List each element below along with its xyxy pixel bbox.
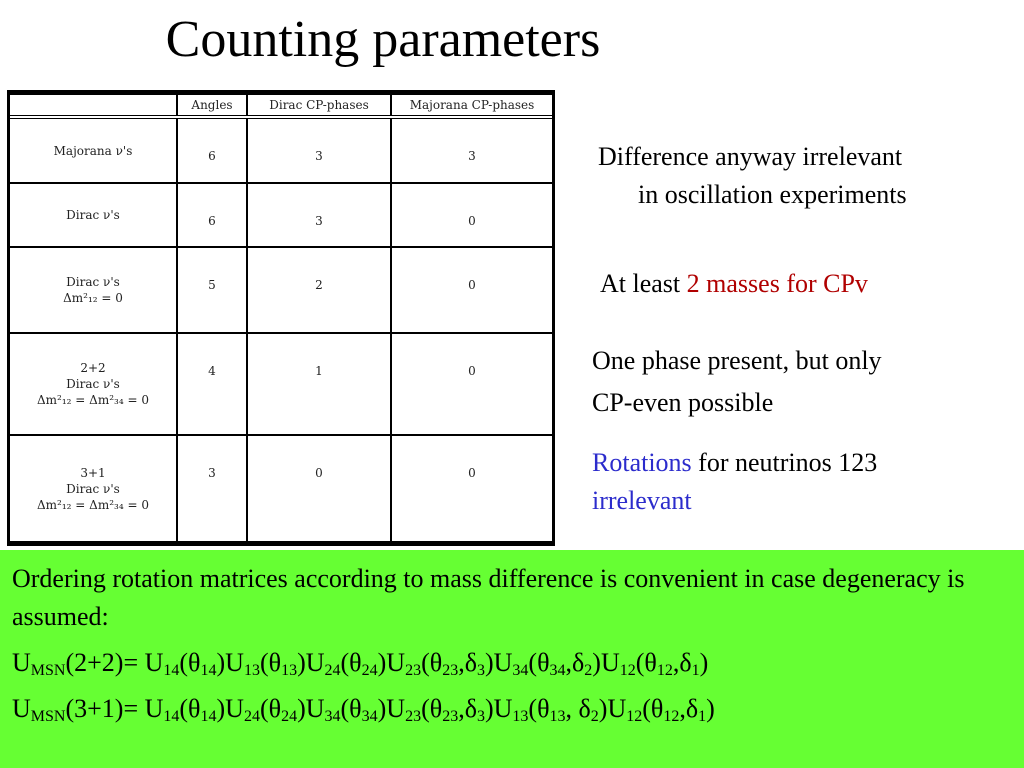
cell-dirac: 1 bbox=[246, 332, 391, 435]
note-at-least-highlight: 2 masses for CPv bbox=[686, 269, 868, 298]
table-row: Dirac ν's Δm²₁₂ = 0 5 2 0 bbox=[10, 246, 552, 333]
equation-3plus1: UMSN(3+1)= U14(θ14)U24(θ24)U34(θ34)U23(θ… bbox=[12, 694, 715, 725]
note-phase: One phase present, but only CP-even poss… bbox=[592, 340, 882, 424]
parameter-table-wrapper: Angles Dirac CP-phases Majorana CP-phase… bbox=[7, 90, 555, 546]
ordering-box: Ordering rotation matrices according to … bbox=[0, 550, 1024, 768]
note-rotations-highlight: Rotations bbox=[592, 448, 692, 477]
row-label-line: Dirac ν's bbox=[66, 275, 120, 289]
row-label-line: Δm²₁₂ = Δm²₃₄ = 0 bbox=[37, 393, 149, 407]
row-label-line: Δm²₁₂ = 0 bbox=[63, 291, 123, 305]
note-difference: Difference anyway irrelevant in oscillat… bbox=[598, 138, 907, 214]
cell-dirac: 2 bbox=[246, 246, 391, 333]
header-angles: Angles bbox=[176, 95, 247, 119]
note-rotations: Rotations for neutrinos 123 irrelevant bbox=[592, 444, 877, 520]
table-header-row: Angles Dirac CP-phases Majorana CP-phase… bbox=[10, 95, 552, 119]
row-label-line: Dirac ν's bbox=[66, 481, 120, 496]
note-at-least-prefix: At least bbox=[600, 269, 687, 298]
cell-angles: 6 bbox=[176, 116, 247, 183]
cell-majorana: 0 bbox=[390, 182, 552, 247]
table-row: Dirac ν's 6 3 0 bbox=[10, 182, 552, 247]
cell-angles: 6 bbox=[176, 182, 247, 247]
equation-2plus2: UMSN(2+2)= U14(θ14)U13(θ13)U24(θ24)U23(θ… bbox=[12, 648, 709, 679]
note-at-least: At least 2 masses for CPv bbox=[600, 265, 868, 303]
cell-majorana: 3 bbox=[390, 116, 552, 183]
cell-dirac: 3 bbox=[246, 182, 391, 247]
row-label: Dirac ν's Δm²₁₂ = 0 bbox=[10, 246, 177, 333]
header-dirac: Dirac CP-phases bbox=[246, 95, 391, 119]
note-rotations-rest: for neutrinos 123 bbox=[691, 448, 878, 477]
cell-majorana: 0 bbox=[390, 434, 552, 541]
row-label: 2+2 Dirac ν's Δm²₁₂ = Δm²₃₄ = 0 bbox=[10, 332, 177, 435]
cell-dirac: 3 bbox=[246, 116, 391, 183]
note-phase-line2: CP-even possible bbox=[592, 388, 774, 417]
table-row: Majorana ν's 6 3 3 bbox=[10, 116, 552, 183]
ordering-intro: Ordering rotation matrices according to … bbox=[12, 564, 965, 631]
table-row: 2+2 Dirac ν's Δm²₁₂ = Δm²₃₄ = 0 4 1 0 bbox=[10, 332, 552, 435]
cell-dirac: 0 bbox=[246, 434, 391, 541]
row-label: Majorana ν's bbox=[10, 116, 177, 183]
row-label: Dirac ν's bbox=[10, 182, 177, 247]
note-difference-line2: in oscillation experiments bbox=[638, 180, 907, 209]
slide-title: Counting parameters bbox=[165, 11, 601, 68]
note-irrelevant: irrelevant bbox=[592, 486, 692, 515]
cell-majorana: 0 bbox=[390, 332, 552, 435]
row-label-line: 3+1 bbox=[80, 465, 106, 480]
cell-angles: 3 bbox=[176, 434, 247, 541]
header-majorana: Majorana CP-phases bbox=[390, 95, 552, 119]
row-label-line: Dirac ν's bbox=[66, 377, 120, 391]
cell-angles: 5 bbox=[176, 246, 247, 333]
row-label-line: Δm²₁₂ = Δm²₃₄ = 0 bbox=[37, 497, 149, 512]
parameter-table: Angles Dirac CP-phases Majorana CP-phase… bbox=[10, 95, 552, 541]
row-label-line: Dirac ν's bbox=[66, 208, 120, 222]
note-difference-line1: Difference anyway irrelevant bbox=[598, 142, 903, 171]
note-phase-line1: One phase present, but only bbox=[592, 346, 882, 375]
cell-majorana: 0 bbox=[390, 246, 552, 333]
header-empty bbox=[10, 95, 177, 119]
row-label: 3+1 Dirac ν's Δm²₁₂ = Δm²₃₄ = 0 bbox=[10, 434, 177, 541]
cell-angles: 4 bbox=[176, 332, 247, 435]
table-row: 3+1 Dirac ν's Δm²₁₂ = Δm²₃₄ = 0 3 0 0 bbox=[10, 434, 552, 541]
row-label-line: Majorana ν's bbox=[53, 143, 133, 158]
row-label-line: 2+2 bbox=[80, 361, 106, 375]
